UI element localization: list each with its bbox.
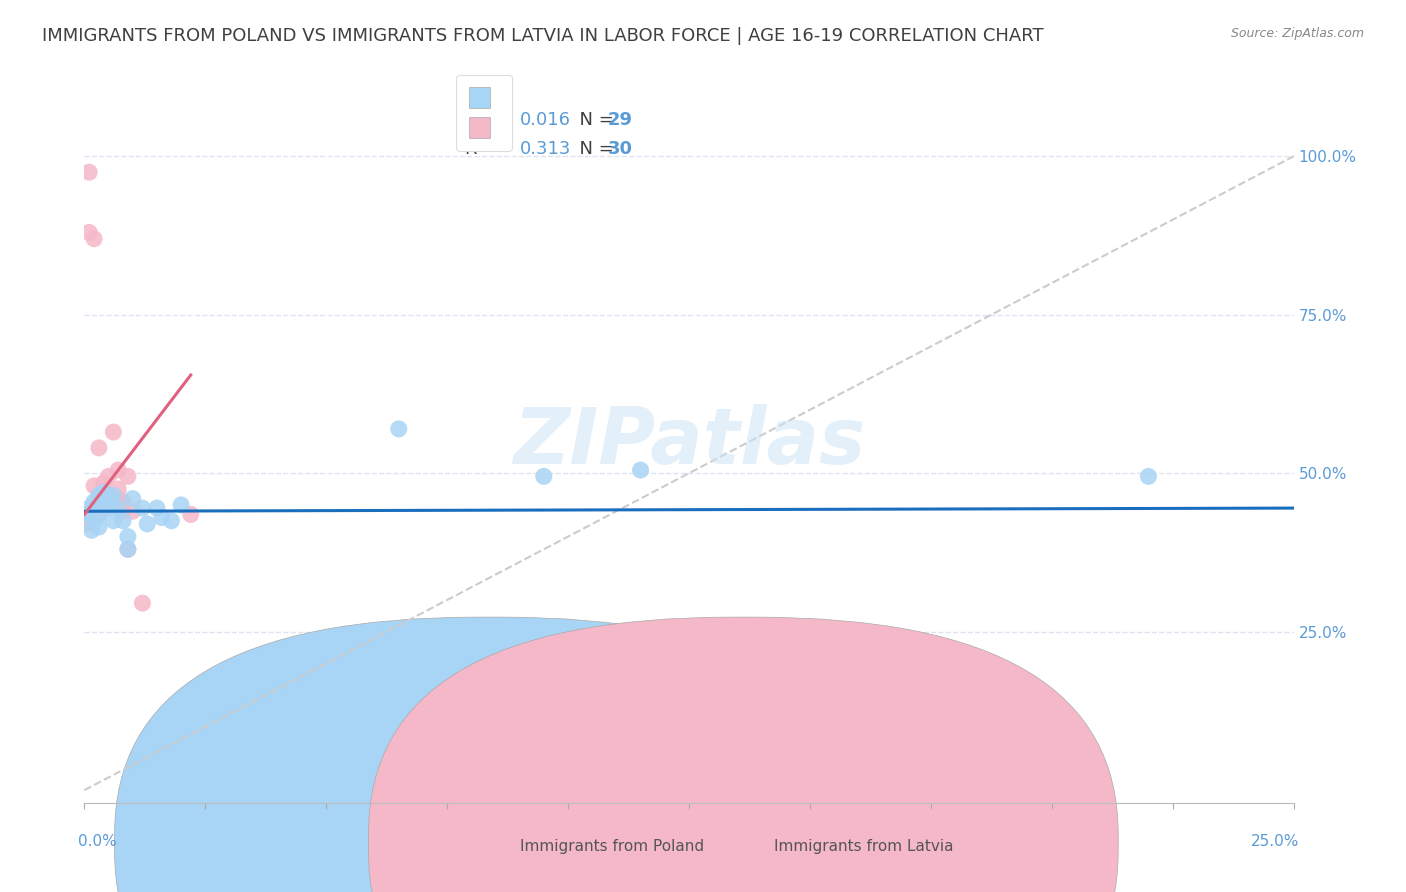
Point	[97, 469, 120, 483]
Text: IMMIGRANTS FROM POLAND VS IMMIGRANTS FROM LATVIA IN LABOR FORCE | AGE 16-19 CORR: IMMIGRANTS FROM POLAND VS IMMIGRANTS FRO…	[42, 27, 1043, 45]
Point	[630, 463, 652, 477]
Point	[77, 501, 100, 516]
Point	[170, 498, 193, 512]
Point	[97, 501, 120, 516]
Point	[97, 488, 120, 502]
Point	[83, 501, 105, 516]
Point	[112, 494, 135, 508]
Point	[87, 501, 110, 516]
Point	[180, 508, 202, 522]
Point	[87, 488, 110, 502]
Point	[112, 514, 135, 528]
Point	[131, 596, 153, 610]
FancyBboxPatch shape	[115, 617, 865, 892]
Point	[117, 542, 139, 557]
Point	[107, 463, 129, 477]
Point	[103, 425, 125, 439]
Point	[97, 491, 120, 506]
Point	[87, 520, 110, 534]
Point	[76, 516, 98, 531]
Point	[117, 469, 139, 483]
Point	[107, 491, 129, 506]
Legend: , : ,	[456, 75, 512, 151]
Point	[77, 510, 100, 524]
Point	[117, 542, 139, 557]
Point	[83, 494, 105, 508]
Point	[112, 504, 135, 518]
Text: 30: 30	[607, 140, 633, 158]
Point	[83, 479, 105, 493]
Point	[83, 508, 105, 522]
Point	[80, 523, 103, 537]
Text: ZIPatlas: ZIPatlas	[513, 403, 865, 480]
Point	[93, 475, 115, 490]
Text: 25.0%: 25.0%	[1251, 834, 1299, 849]
Point	[76, 510, 98, 524]
FancyBboxPatch shape	[368, 617, 1118, 892]
Text: 0.0%: 0.0%	[79, 834, 117, 849]
Text: Immigrants from Latvia: Immigrants from Latvia	[773, 838, 953, 854]
Point	[103, 488, 125, 502]
Text: Source: ZipAtlas.com: Source: ZipAtlas.com	[1230, 27, 1364, 40]
Point	[83, 514, 105, 528]
Point	[121, 504, 143, 518]
Point	[160, 514, 183, 528]
Point	[107, 501, 129, 516]
Point	[533, 469, 555, 483]
Point	[117, 530, 139, 544]
Text: Immigrants from Poland: Immigrants from Poland	[520, 838, 704, 854]
Text: R =: R =	[465, 111, 505, 129]
Text: N =: N =	[568, 111, 620, 129]
Text: 29: 29	[607, 111, 633, 129]
Point	[77, 165, 100, 179]
Point	[77, 226, 100, 240]
Point	[87, 508, 110, 522]
Point	[93, 485, 115, 500]
Point	[1137, 469, 1160, 483]
Point	[103, 494, 125, 508]
Point	[87, 441, 110, 455]
Text: 0.313: 0.313	[520, 140, 571, 158]
Text: N =: N =	[568, 140, 620, 158]
Point	[76, 508, 98, 522]
Point	[93, 501, 115, 516]
Point	[131, 501, 153, 516]
Point	[146, 501, 169, 516]
Point	[121, 491, 143, 506]
Point	[93, 488, 115, 502]
Point	[150, 510, 173, 524]
Text: R =: R =	[465, 140, 505, 158]
Point	[97, 498, 120, 512]
Point	[136, 516, 159, 531]
Point	[107, 482, 129, 496]
Point	[83, 232, 105, 246]
Text: 0.016: 0.016	[520, 111, 571, 129]
Point	[87, 508, 110, 522]
Point	[103, 514, 125, 528]
Point	[388, 422, 411, 436]
Point	[77, 508, 100, 522]
